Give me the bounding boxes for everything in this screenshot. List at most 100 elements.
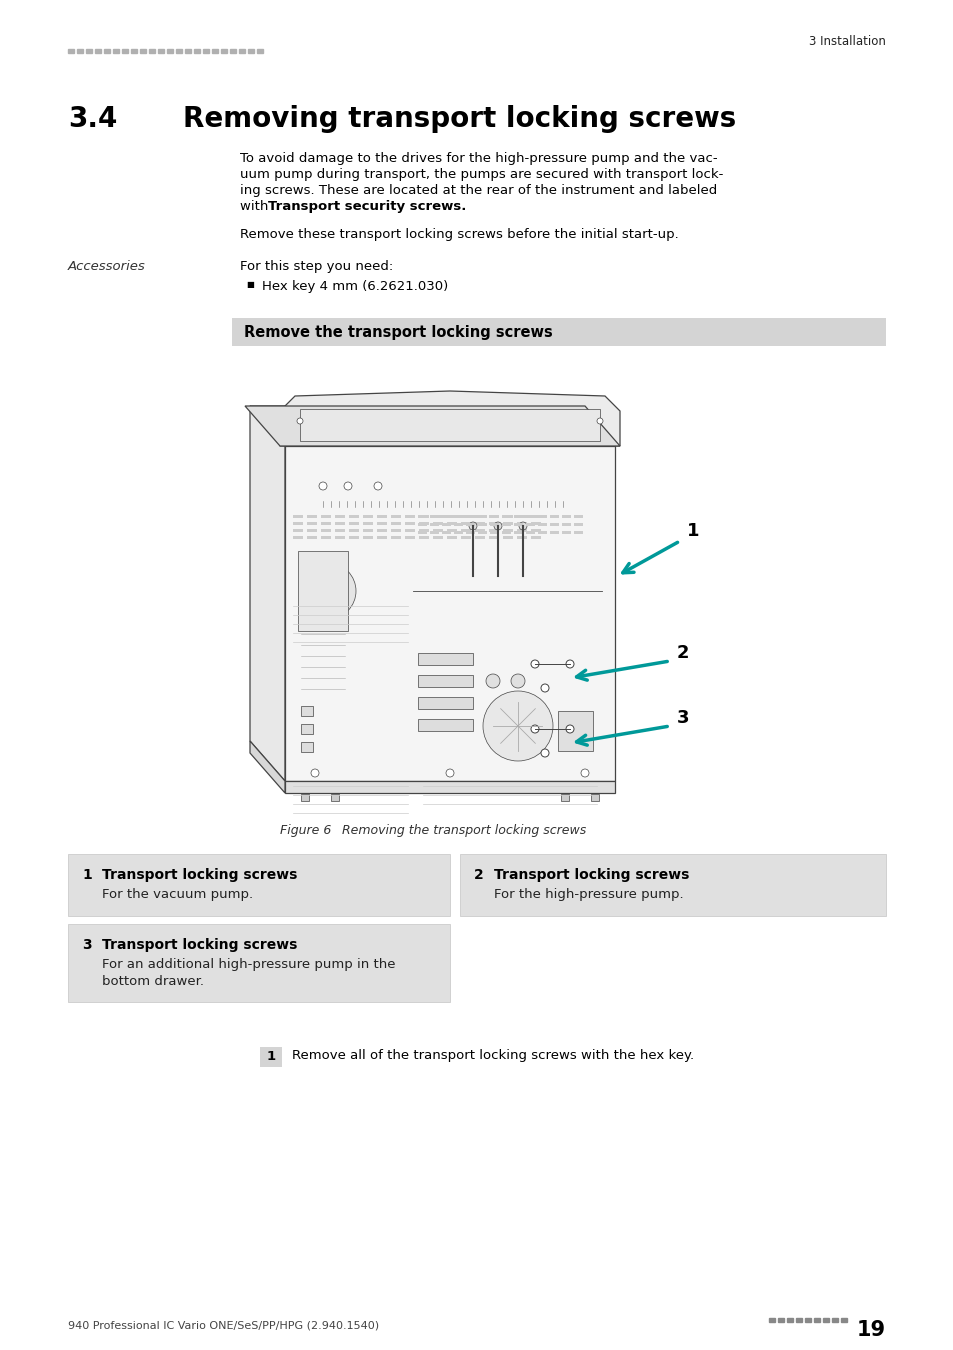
Bar: [804, 1318, 810, 1322]
Bar: [301, 706, 313, 716]
Bar: [68, 923, 450, 1002]
Text: Transport locking screws: Transport locking screws: [102, 938, 297, 952]
Bar: [558, 711, 593, 751]
Bar: [517, 536, 526, 539]
Bar: [418, 522, 429, 525]
Bar: [490, 531, 498, 535]
Bar: [460, 514, 471, 518]
Bar: [405, 522, 415, 525]
Bar: [349, 529, 358, 532]
Bar: [349, 522, 358, 525]
Bar: [158, 49, 164, 53]
Polygon shape: [250, 741, 285, 792]
Bar: [433, 536, 442, 539]
Bar: [104, 49, 110, 53]
Text: For this step you need:: For this step you need:: [240, 261, 393, 273]
Polygon shape: [280, 392, 619, 446]
Circle shape: [296, 418, 303, 424]
Bar: [786, 1318, 792, 1322]
Bar: [405, 536, 415, 539]
Bar: [454, 522, 462, 526]
Bar: [320, 529, 331, 532]
Circle shape: [310, 572, 346, 609]
Text: with: with: [240, 200, 273, 213]
Circle shape: [531, 725, 538, 733]
Bar: [477, 514, 486, 518]
Bar: [561, 531, 571, 535]
Text: Accessories: Accessories: [68, 261, 146, 273]
Circle shape: [565, 660, 574, 668]
Text: Removing the transport locking screws: Removing the transport locking screws: [341, 824, 586, 837]
Bar: [459, 855, 885, 917]
Bar: [490, 522, 498, 526]
Polygon shape: [245, 406, 619, 446]
Bar: [68, 49, 74, 53]
Circle shape: [482, 691, 553, 761]
Bar: [447, 529, 456, 532]
Bar: [301, 743, 313, 752]
Bar: [405, 514, 415, 518]
Polygon shape: [285, 446, 615, 782]
Circle shape: [446, 769, 454, 778]
Bar: [489, 529, 498, 532]
Circle shape: [511, 674, 524, 688]
Bar: [517, 514, 526, 518]
Bar: [514, 514, 522, 518]
Bar: [574, 531, 582, 535]
Polygon shape: [250, 406, 285, 782]
Bar: [363, 529, 373, 532]
Bar: [574, 522, 582, 526]
Circle shape: [540, 749, 548, 757]
Bar: [320, 514, 331, 518]
Bar: [335, 529, 345, 532]
Bar: [363, 514, 373, 518]
Bar: [185, 49, 191, 53]
Text: Remove the transport locking screws: Remove the transport locking screws: [244, 324, 552, 339]
Bar: [441, 531, 451, 535]
Bar: [433, 514, 442, 518]
Bar: [433, 522, 442, 525]
Text: 1: 1: [266, 1050, 275, 1064]
Bar: [574, 514, 582, 518]
Bar: [307, 529, 316, 532]
Bar: [391, 522, 400, 525]
Bar: [537, 531, 546, 535]
Bar: [465, 531, 475, 535]
Bar: [514, 531, 522, 535]
Bar: [517, 522, 526, 525]
Bar: [454, 514, 462, 518]
Bar: [501, 531, 511, 535]
Text: Transport locking screws: Transport locking screws: [494, 868, 689, 882]
Text: bottom drawer.: bottom drawer.: [102, 975, 204, 988]
Bar: [203, 49, 209, 53]
Bar: [561, 522, 571, 526]
Bar: [193, 49, 200, 53]
Bar: [363, 522, 373, 525]
Text: ■: ■: [246, 279, 253, 289]
Text: 19: 19: [856, 1320, 885, 1341]
Bar: [465, 514, 475, 518]
Text: For the high-pressure pump.: For the high-pressure pump.: [494, 888, 683, 900]
Bar: [376, 529, 387, 532]
Text: 2: 2: [474, 868, 483, 882]
Bar: [490, 514, 498, 518]
Circle shape: [344, 482, 352, 490]
Bar: [86, 49, 91, 53]
Circle shape: [531, 660, 538, 668]
Bar: [489, 514, 498, 518]
Polygon shape: [250, 406, 615, 446]
Bar: [531, 522, 540, 525]
Bar: [501, 514, 511, 518]
Circle shape: [597, 418, 602, 424]
Bar: [537, 514, 546, 518]
Bar: [307, 536, 316, 539]
Bar: [502, 522, 513, 525]
Bar: [433, 529, 442, 532]
Circle shape: [485, 674, 499, 688]
Bar: [256, 49, 263, 53]
Bar: [831, 1318, 837, 1322]
Text: For the vacuum pump.: For the vacuum pump.: [102, 888, 253, 900]
Text: 3: 3: [82, 938, 91, 952]
Bar: [531, 514, 540, 518]
Bar: [230, 49, 235, 53]
